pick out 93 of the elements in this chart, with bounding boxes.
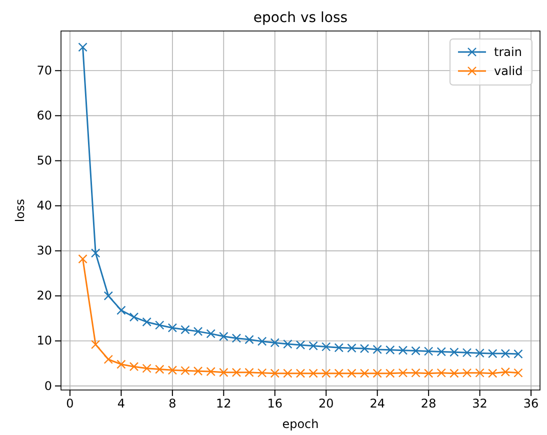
x-tick-label: 4	[117, 396, 126, 411]
x-tick-label: 36	[523, 396, 539, 411]
x-tick-label: 16	[267, 396, 283, 411]
point	[360, 368, 370, 378]
y-tick-label: 50	[36, 154, 52, 168]
point	[180, 366, 190, 376]
point	[500, 348, 510, 358]
x-tick-label: 24	[370, 396, 385, 411]
point	[116, 306, 126, 315]
point	[296, 340, 306, 350]
point	[386, 345, 395, 355]
point	[193, 326, 203, 336]
point	[90, 340, 100, 350]
point	[398, 368, 408, 378]
point	[129, 362, 139, 372]
point	[514, 349, 523, 359]
point	[142, 317, 152, 327]
point	[104, 354, 113, 364]
point	[283, 368, 292, 378]
x-tick-label: 20	[318, 396, 334, 411]
x-tick-label: 12	[216, 396, 232, 411]
y-axis-title: loss	[13, 198, 27, 222]
point	[475, 368, 484, 378]
point	[347, 344, 356, 353]
point	[514, 368, 523, 378]
point	[436, 368, 446, 378]
point	[116, 360, 126, 369]
point	[180, 325, 190, 334]
x-tick-label: 32	[472, 396, 488, 411]
point	[78, 254, 88, 264]
point	[232, 368, 242, 378]
point	[142, 364, 152, 373]
y-tick-label: 20	[36, 288, 52, 303]
point	[257, 336, 267, 346]
point	[360, 344, 370, 354]
point	[155, 364, 164, 374]
point	[308, 368, 318, 378]
point	[475, 348, 484, 358]
point	[436, 347, 446, 356]
point	[347, 368, 356, 378]
point	[411, 368, 420, 378]
point	[104, 291, 113, 300]
point	[296, 368, 306, 378]
point	[308, 341, 318, 350]
point	[462, 348, 472, 358]
point	[283, 339, 292, 349]
point	[232, 334, 242, 343]
point	[270, 368, 280, 378]
y-tick-label: 0	[44, 378, 52, 393]
x-tick-label: 28	[420, 396, 436, 411]
y-tick-label: 70	[36, 63, 52, 78]
point	[334, 343, 344, 352]
point	[322, 368, 331, 378]
point	[168, 366, 178, 375]
point	[462, 368, 472, 378]
point	[129, 312, 139, 322]
point	[193, 366, 203, 376]
point	[424, 368, 434, 378]
point	[90, 248, 100, 258]
point	[78, 42, 88, 52]
x-tick-label: 8	[168, 396, 176, 411]
point	[322, 342, 331, 352]
point	[219, 368, 228, 378]
point	[334, 368, 344, 378]
y-tick-label: 40	[36, 198, 52, 213]
point	[386, 368, 395, 378]
point	[488, 348, 498, 358]
point	[244, 368, 254, 378]
point	[206, 366, 216, 376]
point	[155, 320, 164, 330]
point	[450, 348, 459, 357]
point	[424, 346, 434, 356]
point	[488, 368, 498, 378]
y-tick-label: 30	[36, 244, 52, 258]
point	[206, 329, 216, 338]
point	[372, 344, 382, 354]
legend-label: valid	[494, 64, 523, 78]
point	[372, 368, 382, 378]
point	[450, 368, 459, 378]
chart-title: epoch vs loss	[253, 10, 348, 26]
point	[500, 367, 510, 377]
point	[257, 368, 267, 378]
y-tick-label: 60	[36, 108, 52, 123]
x-tick-label: 0	[66, 396, 74, 411]
point	[244, 334, 254, 344]
point	[270, 338, 280, 348]
point	[398, 346, 408, 355]
point	[411, 346, 420, 356]
y-tick-label: 10	[36, 334, 52, 348]
point	[219, 332, 228, 341]
x-axis-title: epoch	[282, 417, 319, 431]
point	[168, 323, 178, 332]
legend-label: train	[494, 45, 522, 59]
